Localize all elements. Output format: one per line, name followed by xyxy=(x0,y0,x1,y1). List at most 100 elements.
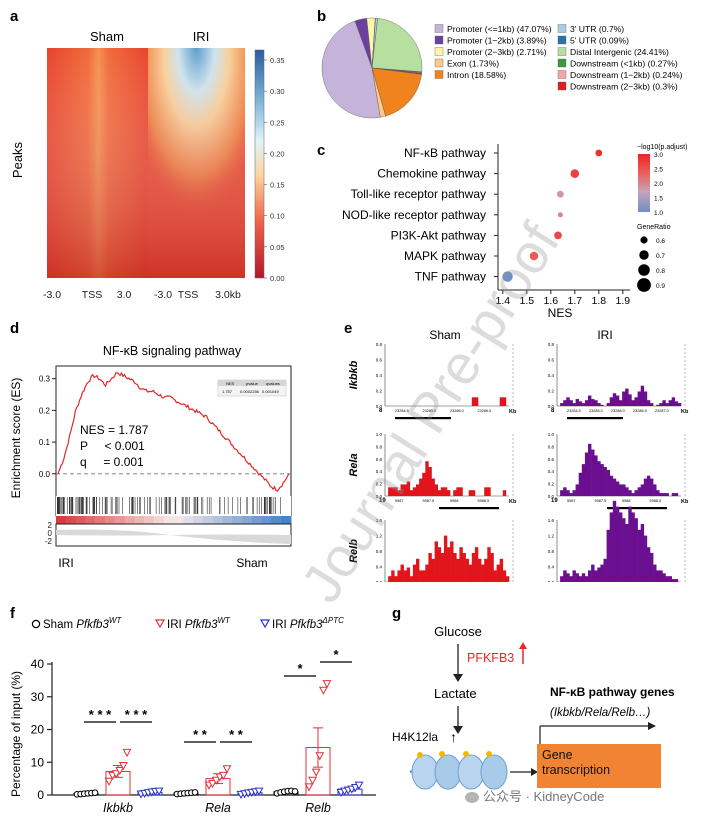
dotplot-size-legend-label: 0.6 xyxy=(656,238,665,245)
colorbar-tick-label: 0.30 xyxy=(270,87,285,96)
track-ytick: 0.2 xyxy=(376,389,383,394)
track-bar-sham xyxy=(403,570,407,582)
chip-point xyxy=(291,788,299,795)
track-bar-iri xyxy=(566,490,570,496)
chip-significance: * * * * * * * * * * * * xyxy=(84,647,352,743)
legend-sup: ΔPTC xyxy=(322,616,345,625)
track-gene-model-iri xyxy=(567,417,623,420)
pie-legend-label: 5' UTR (0.09%) xyxy=(570,36,629,46)
mini-table-v0: 1.787 xyxy=(222,389,233,394)
track-ytick: 0.8 xyxy=(548,444,555,449)
gsea-rank-tick-2: -2 xyxy=(45,537,53,546)
gsea-heat-cell xyxy=(163,516,174,524)
dotplot-size-legend-dot xyxy=(638,264,650,276)
dotplot-xtick-label: 1.6 xyxy=(543,295,558,307)
arrow-lactate-h4k12la-head xyxy=(453,726,463,734)
track-gene-label: Rela xyxy=(348,453,360,476)
track-bar-sham xyxy=(453,553,457,582)
track-bar-iri xyxy=(591,399,595,406)
tracks-iri-title: IRI xyxy=(597,328,612,342)
chip-point xyxy=(311,768,321,777)
node-h4k12la: H4K12la xyxy=(392,730,438,744)
track-ytick: 1.2 xyxy=(548,534,555,539)
heatmap-sham-title: Sham xyxy=(90,29,124,44)
track-bar-sham xyxy=(505,576,510,582)
track-xtick: 5987.5 xyxy=(595,499,607,503)
legend-gene: Pfkfb3 xyxy=(76,619,109,631)
track-xtick: 5987 xyxy=(567,499,575,503)
gsea-heat-cell xyxy=(183,516,194,524)
track-ytick: 1.6 xyxy=(376,518,383,523)
track-bar-iri xyxy=(597,403,601,406)
heatmap-iri-title: IRI xyxy=(193,29,210,44)
track-bar-iri xyxy=(668,400,672,406)
track-bar-sham xyxy=(419,478,423,496)
chip-point xyxy=(354,781,364,790)
track-bar-sham xyxy=(456,558,460,582)
node-pfkfb3: PFKFB3 xyxy=(467,651,514,665)
chip-point xyxy=(218,771,228,780)
tracks-sham-title: Sham xyxy=(429,328,460,342)
track-bar-sham xyxy=(431,558,435,582)
track-bar-iri xyxy=(619,400,623,406)
gsea-heat-cell xyxy=(173,516,184,524)
colorbar-tick-label: 0.20 xyxy=(270,149,285,158)
dotplot-color-tick: 2.0 xyxy=(654,181,663,188)
pie-legend-swatch xyxy=(434,47,444,56)
track-ytick: 0.8 xyxy=(376,549,383,554)
track-bar-sham xyxy=(440,487,445,496)
dotplot-color-ticks: 3.0 2.5 2.0 1.5 1.0 xyxy=(654,152,663,217)
panel-f-chip-qpcr: Sham Pfkfb3WT IRI Pfkfb3WT IRI Pfkfb3ΔPTC … xyxy=(9,616,376,815)
track-bar-iri xyxy=(560,490,564,496)
legend-sup: WT xyxy=(218,616,232,625)
heatmap-iri-shade xyxy=(148,48,245,278)
track-bar-iri xyxy=(631,400,635,406)
track-bar-iri xyxy=(566,397,570,406)
track-bar-iri xyxy=(634,397,638,406)
chip-point xyxy=(104,777,114,786)
track-bar-iri xyxy=(662,400,666,406)
track-bar-iri xyxy=(659,493,663,496)
track-bar-iri xyxy=(578,472,583,496)
track-ytick: 0.0 xyxy=(548,580,555,582)
chip-point xyxy=(254,787,264,796)
node-lactate: Lactate xyxy=(434,686,477,701)
chip-ylabel: Percentage of input (%) xyxy=(9,671,23,797)
nucleosome-1 xyxy=(411,754,439,790)
track-bar-sham xyxy=(400,484,404,496)
panel-b-pie: Promoter (<=1kb) (47.07%) Promoter (1−2kb… xyxy=(321,17,683,119)
pie-legend-label: Promoter (2−3kb) (2.71%) xyxy=(447,47,547,57)
track-xtick: 23286.0 xyxy=(611,409,625,413)
dotplot-size-legend-label: 0.7 xyxy=(656,253,665,260)
track-xtick: 5987 xyxy=(395,499,403,503)
track-start: 19 xyxy=(379,498,386,504)
track-gene-model-sham xyxy=(439,507,499,510)
track-bar-iri xyxy=(588,395,592,406)
track-bar-iri xyxy=(671,493,676,496)
dotplot-xtick-label: 1.4 xyxy=(495,295,510,307)
gsea-heat-cell xyxy=(212,516,223,524)
gsea-heat-cell xyxy=(193,516,204,524)
track-bar-iri xyxy=(656,404,660,406)
panel-label-c: c xyxy=(317,142,326,159)
dotplot-size-legend-title: GeneRatio xyxy=(637,224,671,231)
track-xtick: 23286.5 xyxy=(478,409,492,413)
mini-table-v2: 0.001049 xyxy=(262,389,279,394)
track-bar-sham xyxy=(412,487,417,496)
nucleosome-array xyxy=(409,751,508,790)
colorbar-tick-label: 0.00 xyxy=(270,274,285,283)
legend-sup: WT xyxy=(109,616,123,625)
track-ytick: 0.6 xyxy=(548,457,555,462)
chip-ytick-label: 30 xyxy=(31,690,45,704)
chip-legend: Sham Pfkfb3WT IRI Pfkfb3WT IRI Pfkfb3ΔPTC xyxy=(31,616,345,631)
track-bar-iri xyxy=(659,403,663,406)
track-xtick: 23284.5 xyxy=(395,409,409,413)
gsea-heat-cell xyxy=(271,516,282,524)
dotplot-xticks: 1.4 1.5 1.6 1.7 1.8 1.9 xyxy=(495,290,630,307)
mini-table-h0: NES xyxy=(226,381,235,386)
track-bar-sham xyxy=(453,490,457,496)
track-bar-iri xyxy=(615,395,620,406)
track-bar-iri xyxy=(665,493,669,496)
chip-point xyxy=(315,752,325,761)
